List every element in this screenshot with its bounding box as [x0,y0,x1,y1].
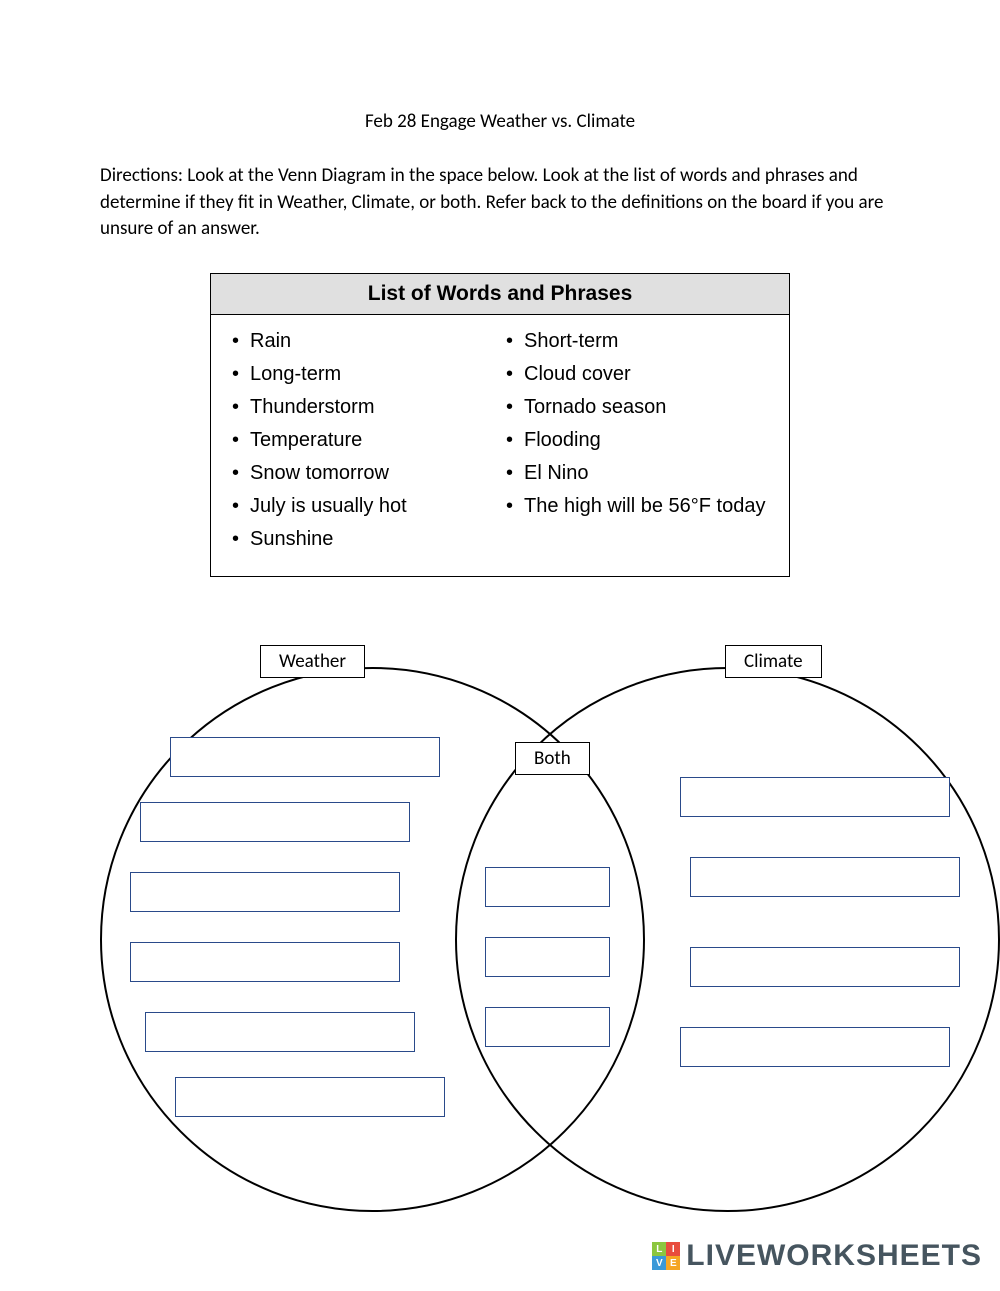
word-item: Rain [226,325,500,358]
wordbox-right-col: Short-termCloud coverTornado seasonFlood… [500,325,774,556]
watermark-badge: LI VE [652,1242,680,1270]
answer-input-climate[interactable] [680,777,950,817]
wordbox-body: RainLong-termThunderstormTemperatureSnow… [211,315,789,576]
word-item: Tornado season [500,391,774,424]
word-item: Thunderstorm [226,391,500,424]
answer-input-weather[interactable] [175,1077,445,1117]
page-title: Feb 28 Engage Weather vs. Climate [100,110,900,133]
word-item: The high will be 56°F today [500,490,774,523]
answer-input-both[interactable] [485,867,610,907]
wordbox: List of Words and Phrases RainLong-termT… [210,273,790,577]
venn-label-weather: Weather [260,645,365,678]
word-item: Cloud cover [500,358,774,391]
answer-input-weather[interactable] [130,872,400,912]
answer-input-both[interactable] [485,1007,610,1047]
answer-input-climate[interactable] [690,947,960,987]
word-item: Flooding [500,424,774,457]
word-item: July is usually hot [226,490,500,523]
word-item: Long-term [226,358,500,391]
watermark-text: LIVEWORKSHEETS [686,1239,982,1273]
answer-input-weather[interactable] [130,942,400,982]
venn-diagram: Weather Climate Both [100,627,1000,1227]
answer-input-weather[interactable] [140,802,410,842]
venn-label-climate: Climate [725,645,822,678]
word-item: Sunshine [226,523,500,556]
answer-input-weather[interactable] [145,1012,415,1052]
word-item: Temperature [226,424,500,457]
watermark: LI VE LIVEWORKSHEETS [652,1239,982,1273]
word-item: Snow tomorrow [226,457,500,490]
venn-label-both: Both [515,742,590,775]
answer-input-climate[interactable] [680,1027,950,1067]
wordbox-header: List of Words and Phrases [211,274,789,315]
word-item: El Nino [500,457,774,490]
answer-input-climate[interactable] [690,857,960,897]
answer-input-both[interactable] [485,937,610,977]
wordbox-left-col: RainLong-termThunderstormTemperatureSnow… [226,325,500,556]
answer-input-weather[interactable] [170,737,440,777]
directions-text: Directions: Look at the Venn Diagram in … [100,163,900,243]
word-item: Short-term [500,325,774,358]
